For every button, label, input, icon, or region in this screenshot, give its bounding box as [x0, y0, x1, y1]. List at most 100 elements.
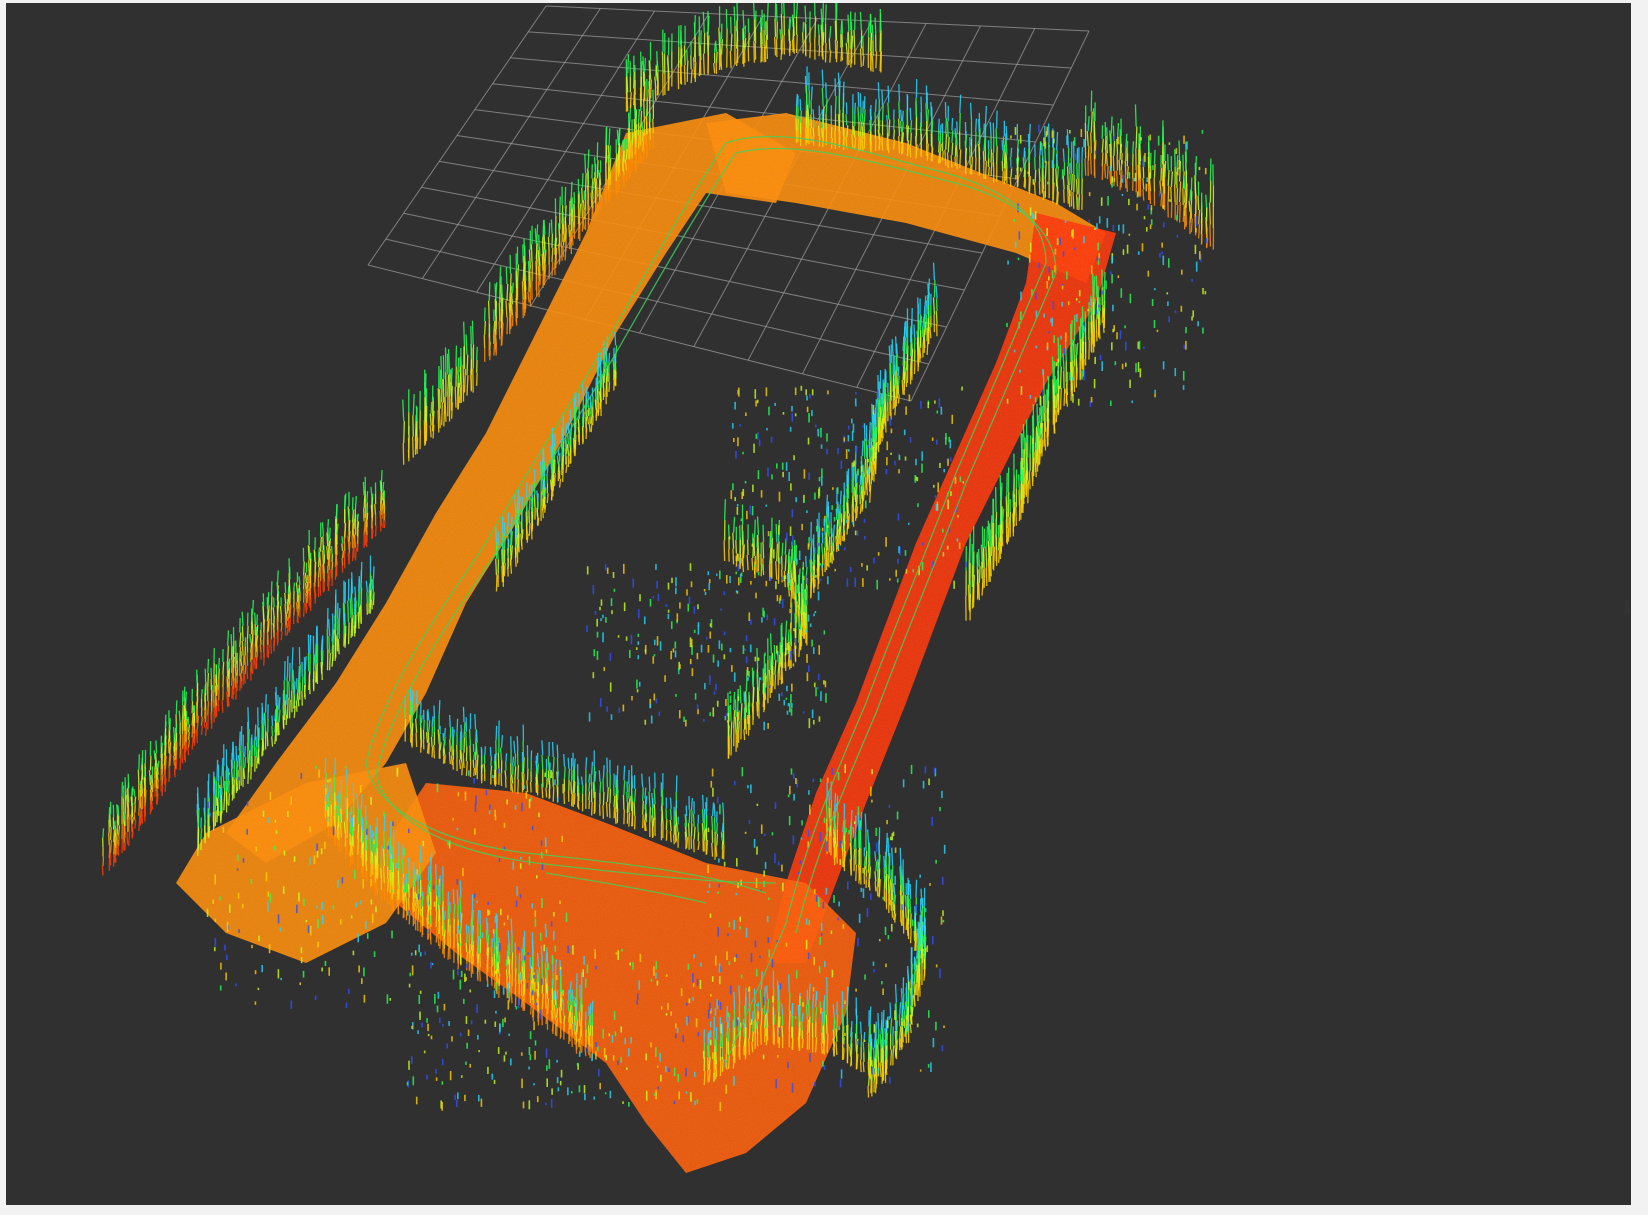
- wall-point-stroke: [267, 631, 269, 645]
- wall-point-stroke: [549, 479, 553, 490]
- wall-point-stroke: [914, 940, 917, 951]
- 3d-viewport[interactable]: [6, 3, 1631, 1205]
- wall-point-stroke: [1087, 116, 1090, 132]
- wall-point-stroke: [977, 548, 980, 567]
- wall-point-stroke: [730, 33, 733, 52]
- wall-point-stroke: [570, 181, 573, 199]
- wall-point-stroke: [923, 947, 926, 959]
- wall-point-stroke: [628, 798, 631, 813]
- wall-point-stroke: [1183, 175, 1186, 190]
- wall-point-stroke: [845, 43, 848, 55]
- wall-point-stroke: [747, 32, 750, 48]
- wall-point-stroke: [551, 742, 554, 758]
- wall-point-stroke: [535, 259, 538, 275]
- wall-point-stroke: [1057, 337, 1060, 363]
- wall-point-stroke: [1124, 174, 1127, 189]
- wall-point-stroke: [806, 123, 809, 144]
- wall-point-stroke: [112, 829, 116, 843]
- wall-point-stroke: [442, 920, 446, 930]
- wall-point-stroke: [706, 1069, 709, 1083]
- wall-point-stroke: [862, 491, 865, 501]
- wall-point-stroke: [854, 137, 857, 150]
- wall-point-stroke: [1035, 449, 1038, 464]
- wall-point-stroke: [382, 865, 386, 884]
- wall-point-stroke: [573, 758, 576, 771]
- wall-point-stroke: [905, 918, 908, 930]
- wall-point-stroke: [569, 409, 572, 423]
- wall-point-stroke: [471, 964, 474, 975]
- wall-point-stroke: [881, 105, 884, 121]
- wall-point-stroke: [588, 791, 591, 801]
- wall-point-stroke: [857, 91, 860, 107]
- wall-point-stroke: [569, 981, 572, 994]
- wall-point-stroke: [327, 826, 330, 838]
- wall-point-stroke: [677, 832, 680, 841]
- wall-point-stroke: [641, 800, 644, 815]
- wall-point-stroke: [598, 770, 601, 782]
- wall-point-stroke: [521, 281, 524, 300]
- wall-point-stroke: [732, 1051, 735, 1062]
- wall-point-stroke: [168, 765, 171, 778]
- wall-point-stroke: [584, 405, 587, 418]
- wall-point-stroke: [878, 388, 882, 408]
- wall-point-stroke: [690, 69, 693, 84]
- wall-point-stroke: [821, 18, 824, 33]
- wall-point-stroke: [722, 802, 725, 817]
- wall-point-stroke: [477, 953, 480, 963]
- wall-point-stroke: [351, 548, 354, 562]
- wall-point-stroke: [357, 808, 360, 824]
- wall-point-stroke: [505, 969, 508, 980]
- wall-point-stroke: [535, 776, 538, 786]
- wall-point-stroke: [570, 422, 573, 437]
- wall-point-stroke: [558, 461, 561, 471]
- wall-point-stroke: [686, 49, 688, 61]
- wall-point-stroke: [221, 757, 224, 777]
- wall-point-stroke: [1033, 182, 1036, 196]
- wall-point-stroke: [233, 681, 235, 695]
- wall-point-stroke: [1076, 163, 1078, 179]
- wall-point-stroke: [505, 267, 508, 284]
- wall-point-stroke: [506, 317, 509, 335]
- wall-point-stroke: [765, 1036, 768, 1046]
- wall-point-stroke: [608, 803, 611, 819]
- wall-point-stroke: [602, 791, 605, 806]
- wall-point-stroke: [239, 647, 242, 662]
- wall-point-stroke: [210, 690, 213, 702]
- wall-point-stroke: [686, 60, 689, 72]
- wall-point-stroke: [247, 707, 250, 729]
- wall-point-stroke: [1044, 413, 1047, 432]
- wall-point-stroke: [857, 106, 860, 122]
- wall-point-stroke: [351, 572, 354, 594]
- wall-point-stroke: [565, 464, 568, 474]
- wall-point-stroke: [719, 1031, 722, 1047]
- wall-point-stroke: [716, 834, 719, 846]
- wall-point-stroke: [736, 20, 739, 42]
- wall-point-stroke: [773, 1014, 776, 1026]
- wall-point-stroke: [661, 51, 664, 74]
- floor-south-room-texture: [386, 783, 856, 1173]
- wall-point-stroke: [851, 35, 854, 50]
- wall-point-stroke: [247, 750, 251, 773]
- wall-point-stroke: [1029, 435, 1032, 454]
- wall-point-stroke: [830, 527, 833, 537]
- wall-point-stroke: [240, 651, 243, 659]
- point-cloud-scene[interactable]: [6, 3, 1631, 1205]
- wall-point-stroke: [909, 898, 912, 914]
- wall-point-stroke: [234, 675, 237, 688]
- wall-point-stroke: [1017, 474, 1021, 491]
- wall-point-stroke: [615, 794, 618, 809]
- wall-point-stroke: [465, 942, 468, 953]
- wall-point-stroke: [867, 1085, 870, 1098]
- wall-point-stroke: [123, 834, 126, 843]
- wall-point-stroke: [462, 752, 465, 769]
- wall-point-stroke: [652, 817, 655, 828]
- wall-point-stroke: [871, 24, 874, 41]
- wall-point-stroke: [579, 998, 582, 1013]
- wall-point-stroke: [126, 831, 129, 845]
- wall-point-stroke: [439, 934, 442, 949]
- grid-line: [367, 264, 912, 402]
- wall-point-stroke: [727, 1055, 731, 1069]
- wall-point-stroke: [1161, 164, 1164, 187]
- wall-point-stroke: [1069, 323, 1072, 347]
- wall-point-stroke: [856, 506, 859, 519]
